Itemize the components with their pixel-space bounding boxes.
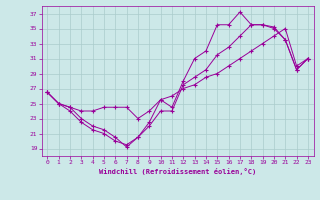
X-axis label: Windchill (Refroidissement éolien,°C): Windchill (Refroidissement éolien,°C) [99,168,256,175]
